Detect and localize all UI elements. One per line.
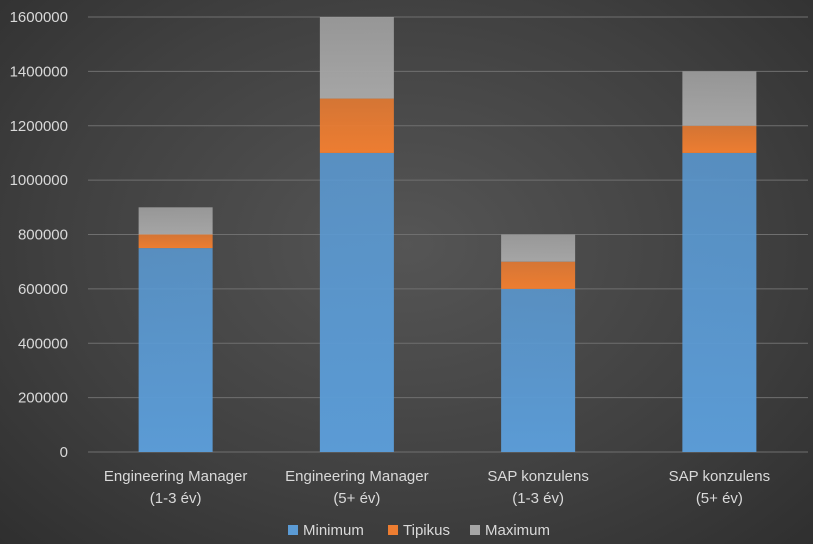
bar-tipikus-1[interactable] xyxy=(138,234,213,249)
legend-label-maximum: Maximum xyxy=(485,522,550,539)
bar-minimum-3[interactable] xyxy=(501,288,576,452)
bar-tipikus-3[interactable] xyxy=(501,261,576,289)
legend-swatch-tipikus xyxy=(388,525,398,535)
bar-minimum-4[interactable] xyxy=(682,152,757,452)
legend-label-minimum: Minimum xyxy=(303,522,364,539)
bar-minimum-2[interactable] xyxy=(319,152,394,452)
x-category-label: SAP konzulens xyxy=(669,468,770,485)
y-tick-label: 1000000 xyxy=(10,172,68,189)
y-tick-label: 600000 xyxy=(18,281,68,298)
bar-tipikus-4[interactable] xyxy=(682,125,757,153)
bars xyxy=(138,17,757,452)
y-tick-label: 1200000 xyxy=(10,118,68,135)
bar-maximum-4[interactable] xyxy=(682,71,757,126)
bar-maximum-3[interactable] xyxy=(501,234,576,262)
y-tick-label: 400000 xyxy=(18,335,68,352)
bar-maximum-2[interactable] xyxy=(319,17,394,99)
x-category-label: (1-3 év) xyxy=(512,490,564,507)
x-category-label: (1-3 év) xyxy=(150,490,202,507)
y-axis-tick-labels: 0 200000 400000 600000 800000 1000000 1200000 1… xyxy=(10,9,68,461)
y-tick-label: 1600000 xyxy=(10,9,68,26)
bar-tipikus-2[interactable] xyxy=(319,98,394,153)
legend-swatch-minimum xyxy=(288,525,298,535)
y-tick-label: 800000 xyxy=(18,227,68,244)
y-tick-label: 0 xyxy=(60,444,68,461)
x-category-label: SAP konzulens xyxy=(487,468,588,485)
x-category-label: Engineering Manager xyxy=(285,468,428,485)
legend-swatch-maximum xyxy=(470,525,480,535)
bar-minimum-1[interactable] xyxy=(138,248,213,452)
y-tick-label: 1400000 xyxy=(10,63,68,80)
legend-label-tipikus: Tipikus xyxy=(403,522,450,539)
x-category-label: (5+ év) xyxy=(696,490,743,507)
x-axis-category-labels: Engineering Manager (1-3 év) Engineering M… xyxy=(104,468,770,507)
bar-maximum-1[interactable] xyxy=(138,207,213,235)
x-category-label: (5+ év) xyxy=(333,490,380,507)
legend: Minimum Tipikus Maximum xyxy=(288,522,550,539)
x-category-label: Engineering Manager xyxy=(104,468,247,485)
y-tick-label: 200000 xyxy=(18,390,68,407)
